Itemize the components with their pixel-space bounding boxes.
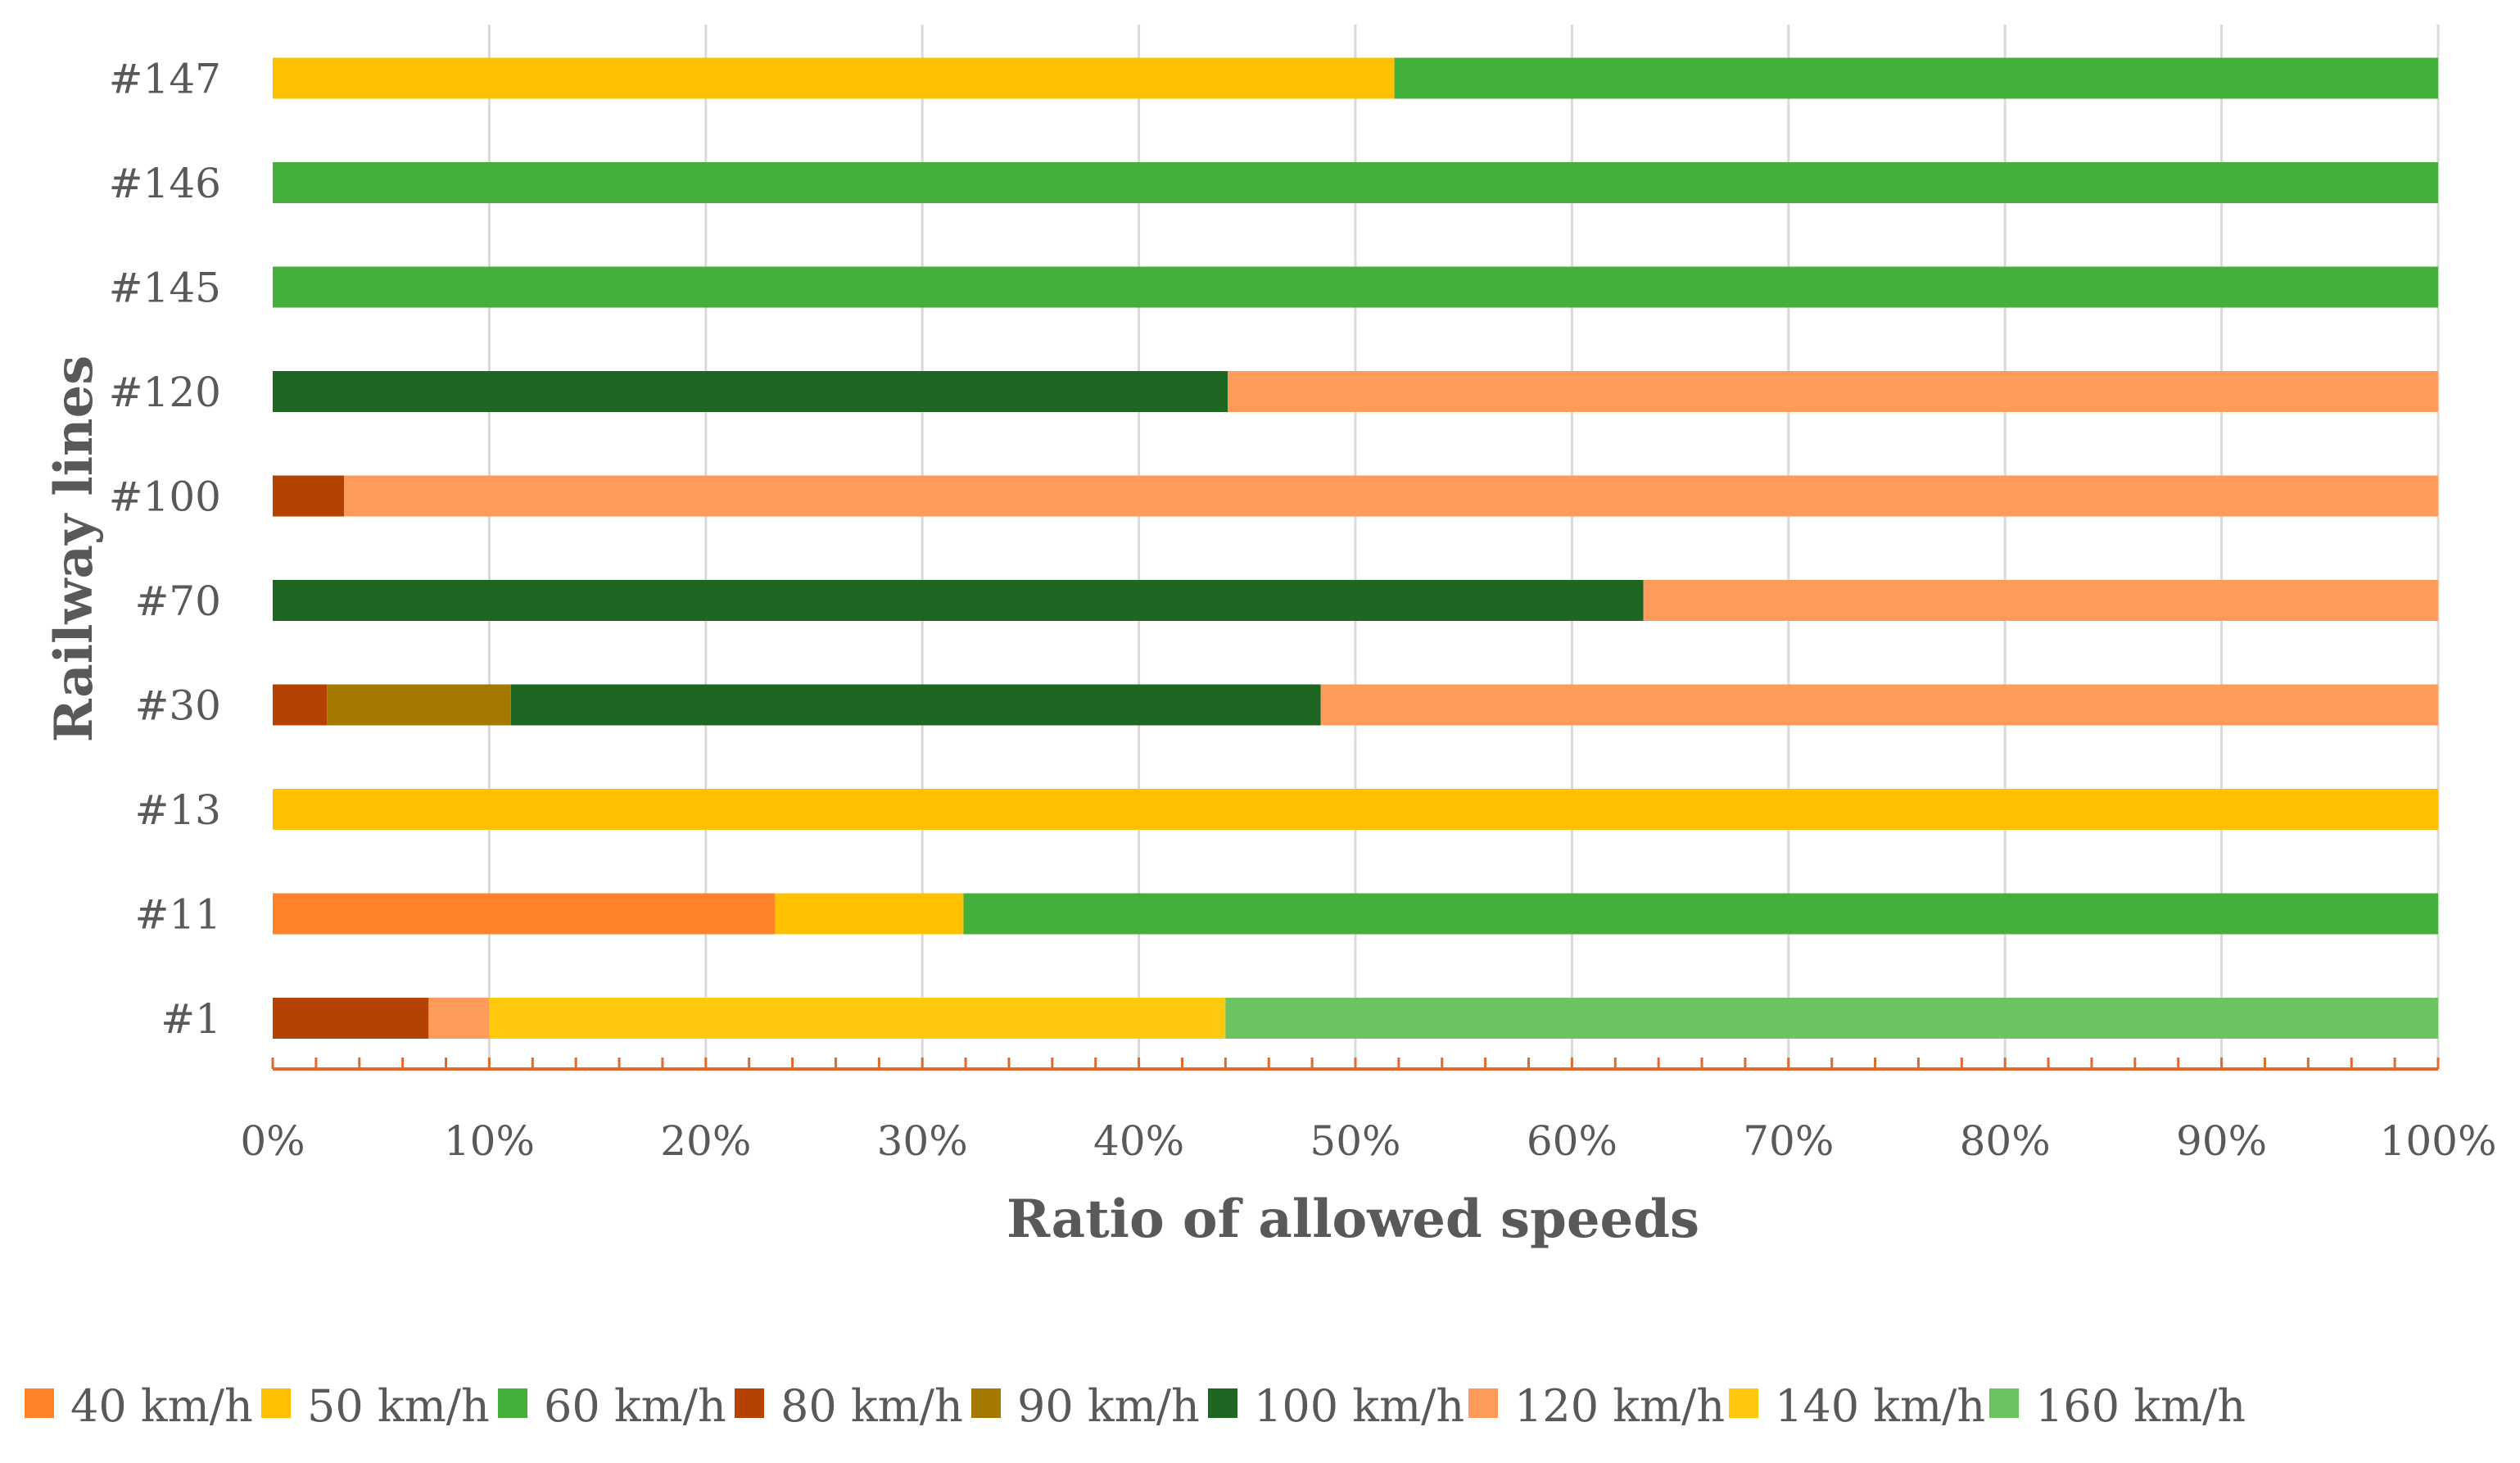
legend-swatch xyxy=(971,1388,1001,1418)
bar-segment xyxy=(1643,580,2438,621)
x-tick-label: 80% xyxy=(1960,1117,2051,1165)
bar-segment xyxy=(273,57,1395,99)
bar-segment xyxy=(1225,998,2438,1039)
legend-label: 40 km/h xyxy=(70,1380,253,1432)
legend-label: 50 km/h xyxy=(307,1380,490,1432)
y-category-label: #70 xyxy=(134,578,221,625)
bar-segment xyxy=(273,371,1228,412)
x-tick-label: 30% xyxy=(877,1117,968,1165)
bar-segment xyxy=(273,266,2438,308)
bars xyxy=(273,57,2439,1039)
y-category-label: #145 xyxy=(109,265,221,312)
y-category-label: #11 xyxy=(134,891,221,939)
y-category-label: #120 xyxy=(109,369,221,416)
y-category-label: #146 xyxy=(109,160,221,207)
legend-swatch xyxy=(1208,1388,1237,1418)
y-category-label: #147 xyxy=(109,56,221,103)
x-tick-label: 50% xyxy=(1310,1117,1400,1165)
legend-swatch xyxy=(1468,1388,1498,1418)
bar-segment xyxy=(273,162,2438,203)
bar-segment xyxy=(327,684,511,726)
y-axis-labels: #1 #11 #13 #30 #70 #100 #120 #145 #146 #147 xyxy=(109,56,221,1044)
legend-swatch xyxy=(498,1388,527,1418)
legend-swatch xyxy=(735,1388,764,1418)
bar-segment xyxy=(1228,371,2438,412)
y-category-label: #100 xyxy=(109,473,221,521)
legend-swatch xyxy=(1989,1388,2019,1418)
bar-segment xyxy=(273,789,2438,830)
legend-label: 160 km/h xyxy=(2035,1380,2246,1432)
bar-segment xyxy=(273,998,429,1039)
y-category-label: #30 xyxy=(134,682,221,730)
x-tick-label: 40% xyxy=(1093,1117,1184,1165)
bar-segment xyxy=(1320,684,2438,726)
legend-label: 140 km/h xyxy=(1775,1380,1985,1432)
legend-label: 60 km/h xyxy=(544,1380,726,1432)
bar-segment xyxy=(1394,57,2438,99)
bar-segment xyxy=(963,893,2438,935)
legend-swatch xyxy=(25,1388,54,1418)
bar-segment xyxy=(344,475,2439,517)
legend-swatch xyxy=(261,1388,291,1418)
x-tick-label: 20% xyxy=(660,1117,751,1165)
x-tick-label: 90% xyxy=(2176,1117,2267,1165)
bar-segment xyxy=(273,475,345,517)
y-category-label: #13 xyxy=(134,786,221,834)
y-axis-title: Railway lines xyxy=(43,356,105,743)
x-tick-label: 10% xyxy=(444,1117,535,1165)
x-tick-label: 70% xyxy=(1743,1117,1834,1165)
bar-segment xyxy=(489,998,1226,1039)
bar-segment xyxy=(273,580,1644,621)
x-axis-title: Ratio of allowed speeds xyxy=(1007,1189,1699,1250)
legend-label: 100 km/h xyxy=(1254,1380,1464,1432)
legend-label: 80 km/h xyxy=(780,1380,963,1432)
legend-label: 120 km/h xyxy=(1514,1380,1725,1432)
x-axis: 0% 10% 20% 30% 40% 50% 60% 70% 80% 90% 100% xyxy=(240,1058,2496,1165)
legend-label: 90 km/h xyxy=(1017,1380,1200,1432)
x-tick-label: 0% xyxy=(240,1117,305,1165)
bar-segment xyxy=(273,684,328,726)
x-tick-label: 100% xyxy=(2380,1117,2497,1165)
bar-segment xyxy=(775,893,964,935)
bar-segment xyxy=(273,893,776,935)
legend: 40 km/h 50 km/h 60 km/h 80 km/h 90 km/h 100 k… xyxy=(25,1380,2246,1432)
x-tick-label: 60% xyxy=(1527,1117,1617,1165)
bar-segment xyxy=(510,684,1321,726)
y-category-label: #1 xyxy=(161,995,221,1043)
legend-swatch xyxy=(1729,1388,1758,1418)
bar-segment xyxy=(428,998,490,1039)
